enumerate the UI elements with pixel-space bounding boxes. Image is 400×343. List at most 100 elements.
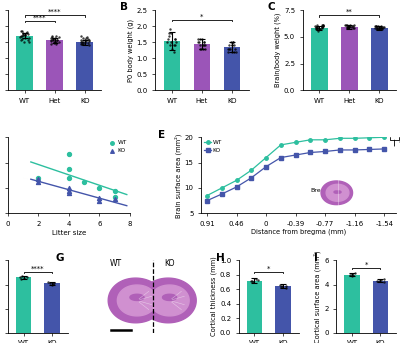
Point <box>278 284 285 289</box>
Point <box>350 26 357 31</box>
Point <box>372 23 379 28</box>
Bar <box>164 40 180 90</box>
KO <box>338 148 342 152</box>
KO <box>219 192 224 196</box>
WT <box>35 175 42 180</box>
Point <box>195 39 201 45</box>
Point <box>45 280 51 285</box>
Point <box>48 35 54 40</box>
Point <box>168 30 174 35</box>
WT <box>352 136 357 140</box>
Text: I: I <box>314 253 318 263</box>
Point <box>342 22 348 28</box>
Point <box>202 43 208 48</box>
Point <box>381 24 387 29</box>
Point <box>231 49 238 55</box>
Legend: WT, KO: WT, KO <box>204 140 222 153</box>
Text: *: * <box>364 262 368 268</box>
KO <box>264 165 268 169</box>
Point <box>18 28 25 34</box>
Point <box>314 22 320 28</box>
WT <box>278 143 283 147</box>
Point <box>378 24 384 29</box>
Point <box>253 276 259 281</box>
WT <box>81 179 87 185</box>
Text: **: ** <box>346 9 353 15</box>
Point <box>197 36 204 42</box>
WT <box>66 175 72 180</box>
Point <box>19 273 25 279</box>
Point <box>314 25 320 30</box>
Point <box>312 27 319 32</box>
Point <box>373 23 380 28</box>
Point <box>201 43 208 48</box>
Point <box>350 26 356 31</box>
Point <box>26 39 32 44</box>
KO <box>293 153 298 157</box>
Text: H: H <box>216 253 225 263</box>
Point <box>344 26 351 31</box>
Point <box>320 24 326 29</box>
Point <box>85 40 92 46</box>
KO <box>35 176 42 182</box>
Point <box>248 279 254 284</box>
Point <box>378 277 385 283</box>
Point <box>23 30 30 35</box>
Bar <box>194 44 210 90</box>
Point <box>50 36 57 42</box>
Point <box>352 270 358 275</box>
Polygon shape <box>150 285 189 316</box>
Point <box>49 282 55 287</box>
Point <box>376 25 382 31</box>
Point <box>276 282 283 288</box>
KO <box>323 150 328 154</box>
Point <box>229 43 235 48</box>
Point <box>172 36 178 42</box>
Point <box>22 33 29 38</box>
WT <box>111 194 118 200</box>
Point <box>350 24 356 29</box>
Point <box>80 35 86 40</box>
Point <box>21 39 27 45</box>
Point <box>314 26 320 31</box>
Point <box>378 26 385 32</box>
Point <box>197 43 204 48</box>
Point <box>16 274 23 280</box>
Point <box>52 36 59 41</box>
Point <box>320 24 326 29</box>
Bar <box>44 283 60 333</box>
Point <box>228 39 235 45</box>
X-axis label: Litter size: Litter size <box>52 230 86 236</box>
Bar <box>46 40 63 90</box>
Point <box>346 272 353 278</box>
Point <box>18 276 24 281</box>
Text: G: G <box>56 253 64 263</box>
Point <box>380 276 387 281</box>
Bar <box>16 36 33 90</box>
Point <box>378 25 384 31</box>
Point <box>255 277 261 283</box>
Point <box>48 34 55 39</box>
Point <box>344 26 350 31</box>
Point <box>346 25 352 30</box>
Point <box>50 281 56 287</box>
Point <box>344 22 351 28</box>
Text: B: B <box>120 2 128 12</box>
KO <box>249 176 254 180</box>
Point <box>86 38 92 43</box>
Point <box>86 42 92 48</box>
Point <box>227 46 234 51</box>
KO <box>382 147 386 151</box>
Point <box>85 36 92 42</box>
Point <box>25 37 31 43</box>
Point <box>82 38 88 43</box>
Point <box>226 46 232 51</box>
Point <box>315 28 322 33</box>
KO <box>66 185 72 191</box>
Point <box>202 46 209 51</box>
Polygon shape <box>141 278 196 323</box>
Point <box>320 22 326 28</box>
Bar <box>224 47 240 90</box>
Point <box>350 22 357 28</box>
Text: ****: **** <box>33 15 46 21</box>
